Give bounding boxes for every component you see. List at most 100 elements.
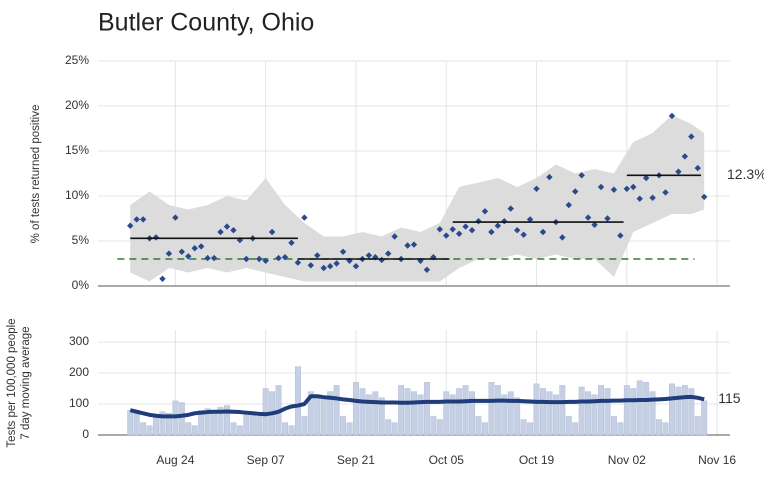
bar	[378, 397, 385, 436]
bar	[423, 382, 430, 436]
bar	[591, 394, 598, 436]
bar	[282, 422, 288, 436]
bar	[585, 391, 592, 436]
bar	[546, 391, 553, 436]
y-tick-label: 5%	[72, 233, 90, 247]
y-axis-title: 7 day moving average	[20, 326, 32, 439]
bar	[178, 402, 185, 436]
point	[197, 243, 205, 250]
bar	[404, 388, 411, 436]
bar	[688, 388, 695, 436]
point	[513, 227, 521, 234]
bar	[140, 422, 147, 436]
y-tick-label: 300	[69, 334, 89, 348]
bar	[533, 383, 540, 436]
point	[294, 259, 302, 266]
point	[662, 189, 669, 196]
y-tick-label: 15%	[65, 143, 89, 157]
point	[455, 230, 463, 237]
point	[365, 252, 373, 259]
bar	[617, 422, 624, 436]
bar	[565, 416, 572, 436]
point	[178, 248, 186, 255]
point	[623, 185, 631, 192]
point	[449, 226, 456, 233]
bar	[204, 408, 211, 436]
bar	[365, 394, 372, 436]
point	[701, 193, 708, 201]
point	[410, 241, 418, 248]
point	[165, 250, 173, 257]
bar	[462, 385, 469, 436]
bar	[681, 385, 688, 436]
bar	[230, 422, 237, 436]
bar	[559, 385, 566, 436]
bar	[294, 366, 301, 436]
point	[191, 245, 198, 252]
point	[462, 223, 469, 230]
bar	[527, 422, 534, 436]
bar	[649, 391, 656, 436]
bar	[488, 382, 495, 436]
point	[243, 255, 250, 263]
bar	[133, 413, 140, 436]
point	[559, 234, 566, 241]
point	[385, 250, 392, 257]
bar	[481, 422, 488, 436]
point	[268, 228, 276, 236]
point	[681, 153, 689, 160]
point	[572, 188, 579, 195]
bar	[417, 394, 424, 436]
bar	[146, 425, 153, 436]
bar	[333, 385, 340, 436]
bar	[327, 391, 334, 436]
bar	[359, 388, 366, 436]
point	[604, 215, 611, 222]
point	[468, 227, 476, 234]
bar	[256, 416, 263, 436]
point	[320, 264, 327, 272]
bar	[501, 394, 508, 436]
bar	[127, 410, 134, 436]
bar	[643, 382, 650, 436]
point	[256, 255, 263, 263]
point	[668, 112, 676, 120]
bar	[662, 422, 669, 436]
point	[301, 214, 308, 221]
bar	[185, 422, 192, 436]
point	[610, 186, 618, 193]
point	[578, 172, 585, 179]
bar	[346, 422, 353, 436]
y-tick-label: 200	[69, 365, 89, 379]
point	[694, 164, 701, 172]
point	[204, 254, 211, 262]
bar	[288, 425, 295, 436]
point	[185, 253, 192, 260]
point	[630, 183, 637, 191]
bar	[578, 386, 585, 436]
point	[591, 221, 598, 228]
bar	[372, 391, 379, 436]
point	[546, 173, 553, 181]
point	[288, 239, 295, 246]
point	[262, 257, 269, 264]
bar	[436, 419, 443, 436]
bar	[656, 419, 663, 436]
point	[210, 254, 218, 262]
bar	[636, 380, 643, 436]
bar	[314, 394, 321, 436]
point	[281, 254, 289, 261]
point	[436, 226, 443, 233]
bar	[552, 394, 559, 436]
point	[352, 263, 360, 270]
bar	[443, 391, 450, 436]
end-label: 115	[718, 390, 741, 406]
point	[584, 214, 592, 221]
point	[494, 222, 502, 229]
bar	[630, 388, 637, 436]
point	[391, 233, 398, 240]
y-tick-label: 20%	[65, 98, 89, 112]
point	[217, 228, 224, 236]
bar	[262, 388, 269, 436]
point	[314, 252, 321, 259]
